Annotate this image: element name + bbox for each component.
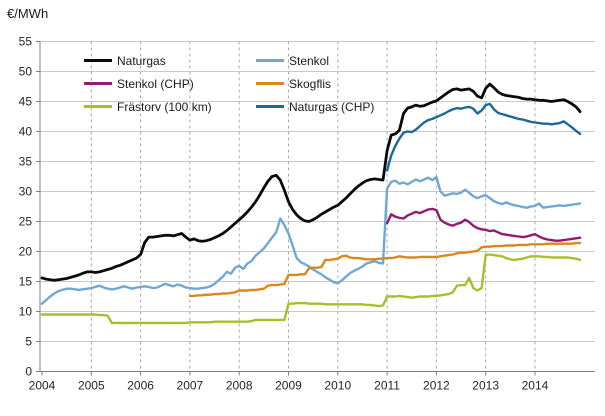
legend-label-frastorv-100-km: Frästorv (100 km) [117,99,212,114]
legend-label-naturgas: Naturgas [117,53,166,68]
legend-item-skogflis: Skogflis [256,72,374,95]
y-tick-label: 20 [19,245,33,259]
x-tick-label: 2014 [522,379,549,393]
y-tick-label: 40 [19,125,33,139]
series-line-naturgas [40,82,582,282]
legend-item-frastorv-100-km: Frästorv (100 km) [84,95,256,118]
legend-swatch-skogflis [256,82,284,85]
y-tick-label: 0 [25,365,32,379]
series-line-stenkol-chp [385,207,582,242]
y-tick-label: 30 [19,185,33,199]
x-tick-label: 2013 [472,379,499,393]
y-tick-label: 45 [19,95,33,109]
legend-label-skogflis: Skogflis [289,76,332,91]
y-tick-label: 15 [19,275,33,289]
x-tick-label: 2012 [423,379,450,393]
legend-item-stenkol: Stenkol [256,49,374,72]
legend-item-stenkol-chp: Stenkol (CHP) [84,72,256,95]
y-tick-label: 25 [19,215,33,229]
x-tick-label: 2004 [29,379,56,393]
x-tick-label: 2008 [226,379,253,393]
legend-swatch-stenkol-chp [84,82,112,85]
series-line-skogflis [188,241,582,298]
legend-label-stenkol-chp: Stenkol (CHP) [117,76,194,91]
y-axis-unit-label: €/MWh [7,6,49,21]
legend-column: Naturgas Stenkol (CHP) Frästorv (100 km) [84,49,256,118]
legend-swatch-naturgas [84,59,112,62]
legend-swatch-stenkol [256,59,284,62]
x-tick-label: 2006 [127,379,154,393]
x-tick-label: 2005 [78,379,105,393]
legend-column: Stenkol Skogflis Naturgas (CHP) [256,49,374,118]
series-line-stenkol [40,175,582,305]
legend-label-naturgas-chp: Naturgas (CHP) [289,99,375,114]
legend-swatch-naturgas-chp [256,105,284,108]
x-tick-label: 2011 [374,379,400,393]
series-line-frastorv-100-km [40,253,582,325]
legend-item-naturgas-chp: Naturgas (CHP) [256,95,374,118]
y-tick-label: 35 [19,155,33,169]
series-line-naturgas-chp [385,102,582,172]
legend-swatch-frastorv-100-km [84,105,112,108]
legend-item-naturgas: Naturgas [84,49,256,72]
legend-label-stenkol: Stenkol [289,53,330,68]
y-tick-label: 50 [19,65,33,79]
y-tick-label: 10 [19,305,33,319]
x-tick-label: 2009 [275,379,302,393]
y-tick-label: 55 [19,35,33,49]
x-tick-label: 2010 [324,379,351,393]
y-tick-label: 5 [25,335,32,349]
legend: Naturgas Stenkol (CHP) Frästorv (100 km) St… [84,49,374,118]
x-tick-label: 2007 [177,379,204,393]
